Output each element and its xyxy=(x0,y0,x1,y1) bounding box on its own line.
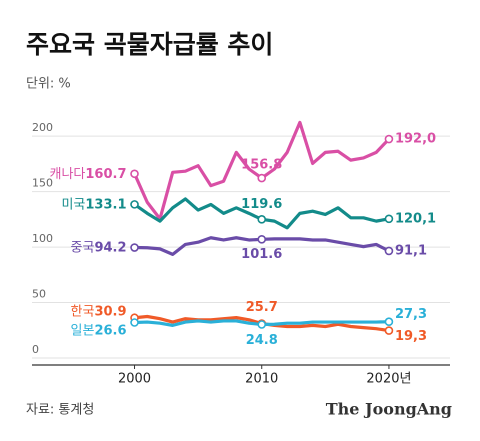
value-label: 25.7 xyxy=(246,300,278,315)
chart-title: 주요국 곡물자급률 추이 xyxy=(26,30,273,59)
point-marker xyxy=(384,134,394,144)
publisher: The JoongAng xyxy=(326,400,452,419)
value-label: 119.6 xyxy=(241,197,282,212)
value-label: 91,1 xyxy=(395,243,427,258)
legend-name: 중국 xyxy=(71,240,95,255)
point-marker xyxy=(130,169,139,179)
point-marker xyxy=(130,243,139,252)
unit-label: 단위: % xyxy=(26,77,71,92)
legend-name: 한국 xyxy=(71,304,95,319)
legend-name: 캐나다 xyxy=(50,166,86,181)
legend-name: 미국 xyxy=(61,197,85,212)
point-marker xyxy=(130,200,139,209)
value-label: 156.8 xyxy=(241,158,282,173)
point-marker xyxy=(257,320,267,329)
point-marker xyxy=(257,235,267,244)
point-marker xyxy=(384,246,394,256)
series-label: 미국133.1 xyxy=(61,197,126,212)
value-label: 27,3 xyxy=(395,307,427,322)
value-label: 101.6 xyxy=(241,247,282,262)
series-label: 캐나다160.7 xyxy=(50,166,127,181)
y-tick-label: 0 xyxy=(32,343,39,356)
point-marker xyxy=(257,215,267,224)
series-label: 일본26.6 xyxy=(71,323,127,338)
series-label: 한국30.9 xyxy=(71,304,127,319)
value-label: 26.6 xyxy=(94,323,126,338)
y-tick-label: 200 xyxy=(32,121,53,134)
value-label: 120,1 xyxy=(395,211,436,226)
x-tick-label: 2000 xyxy=(118,372,151,387)
value-label: 192,0 xyxy=(395,132,436,147)
point-marker xyxy=(257,173,267,183)
x-tick-label: 2020년 xyxy=(366,372,411,387)
point-marker xyxy=(130,318,139,327)
value-label: 24.8 xyxy=(246,333,278,348)
point-marker xyxy=(384,326,394,335)
point-marker xyxy=(384,214,394,224)
y-tick-label: 150 xyxy=(32,177,53,190)
x-tick-label: 2010 xyxy=(245,372,278,387)
point-marker xyxy=(384,317,394,327)
value-label: 30.9 xyxy=(94,304,126,319)
value-label: 133.1 xyxy=(85,197,126,212)
value-label: 160.7 xyxy=(85,166,126,181)
y-tick-label: 100 xyxy=(32,232,53,245)
legend-name: 일본 xyxy=(71,323,95,338)
source: 자료: 통계청 xyxy=(26,403,94,418)
value-label: 19,3 xyxy=(395,329,427,344)
series-label: 중국94.2 xyxy=(71,240,127,255)
value-label: 94.2 xyxy=(94,240,126,255)
y-tick-label: 50 xyxy=(32,288,46,301)
